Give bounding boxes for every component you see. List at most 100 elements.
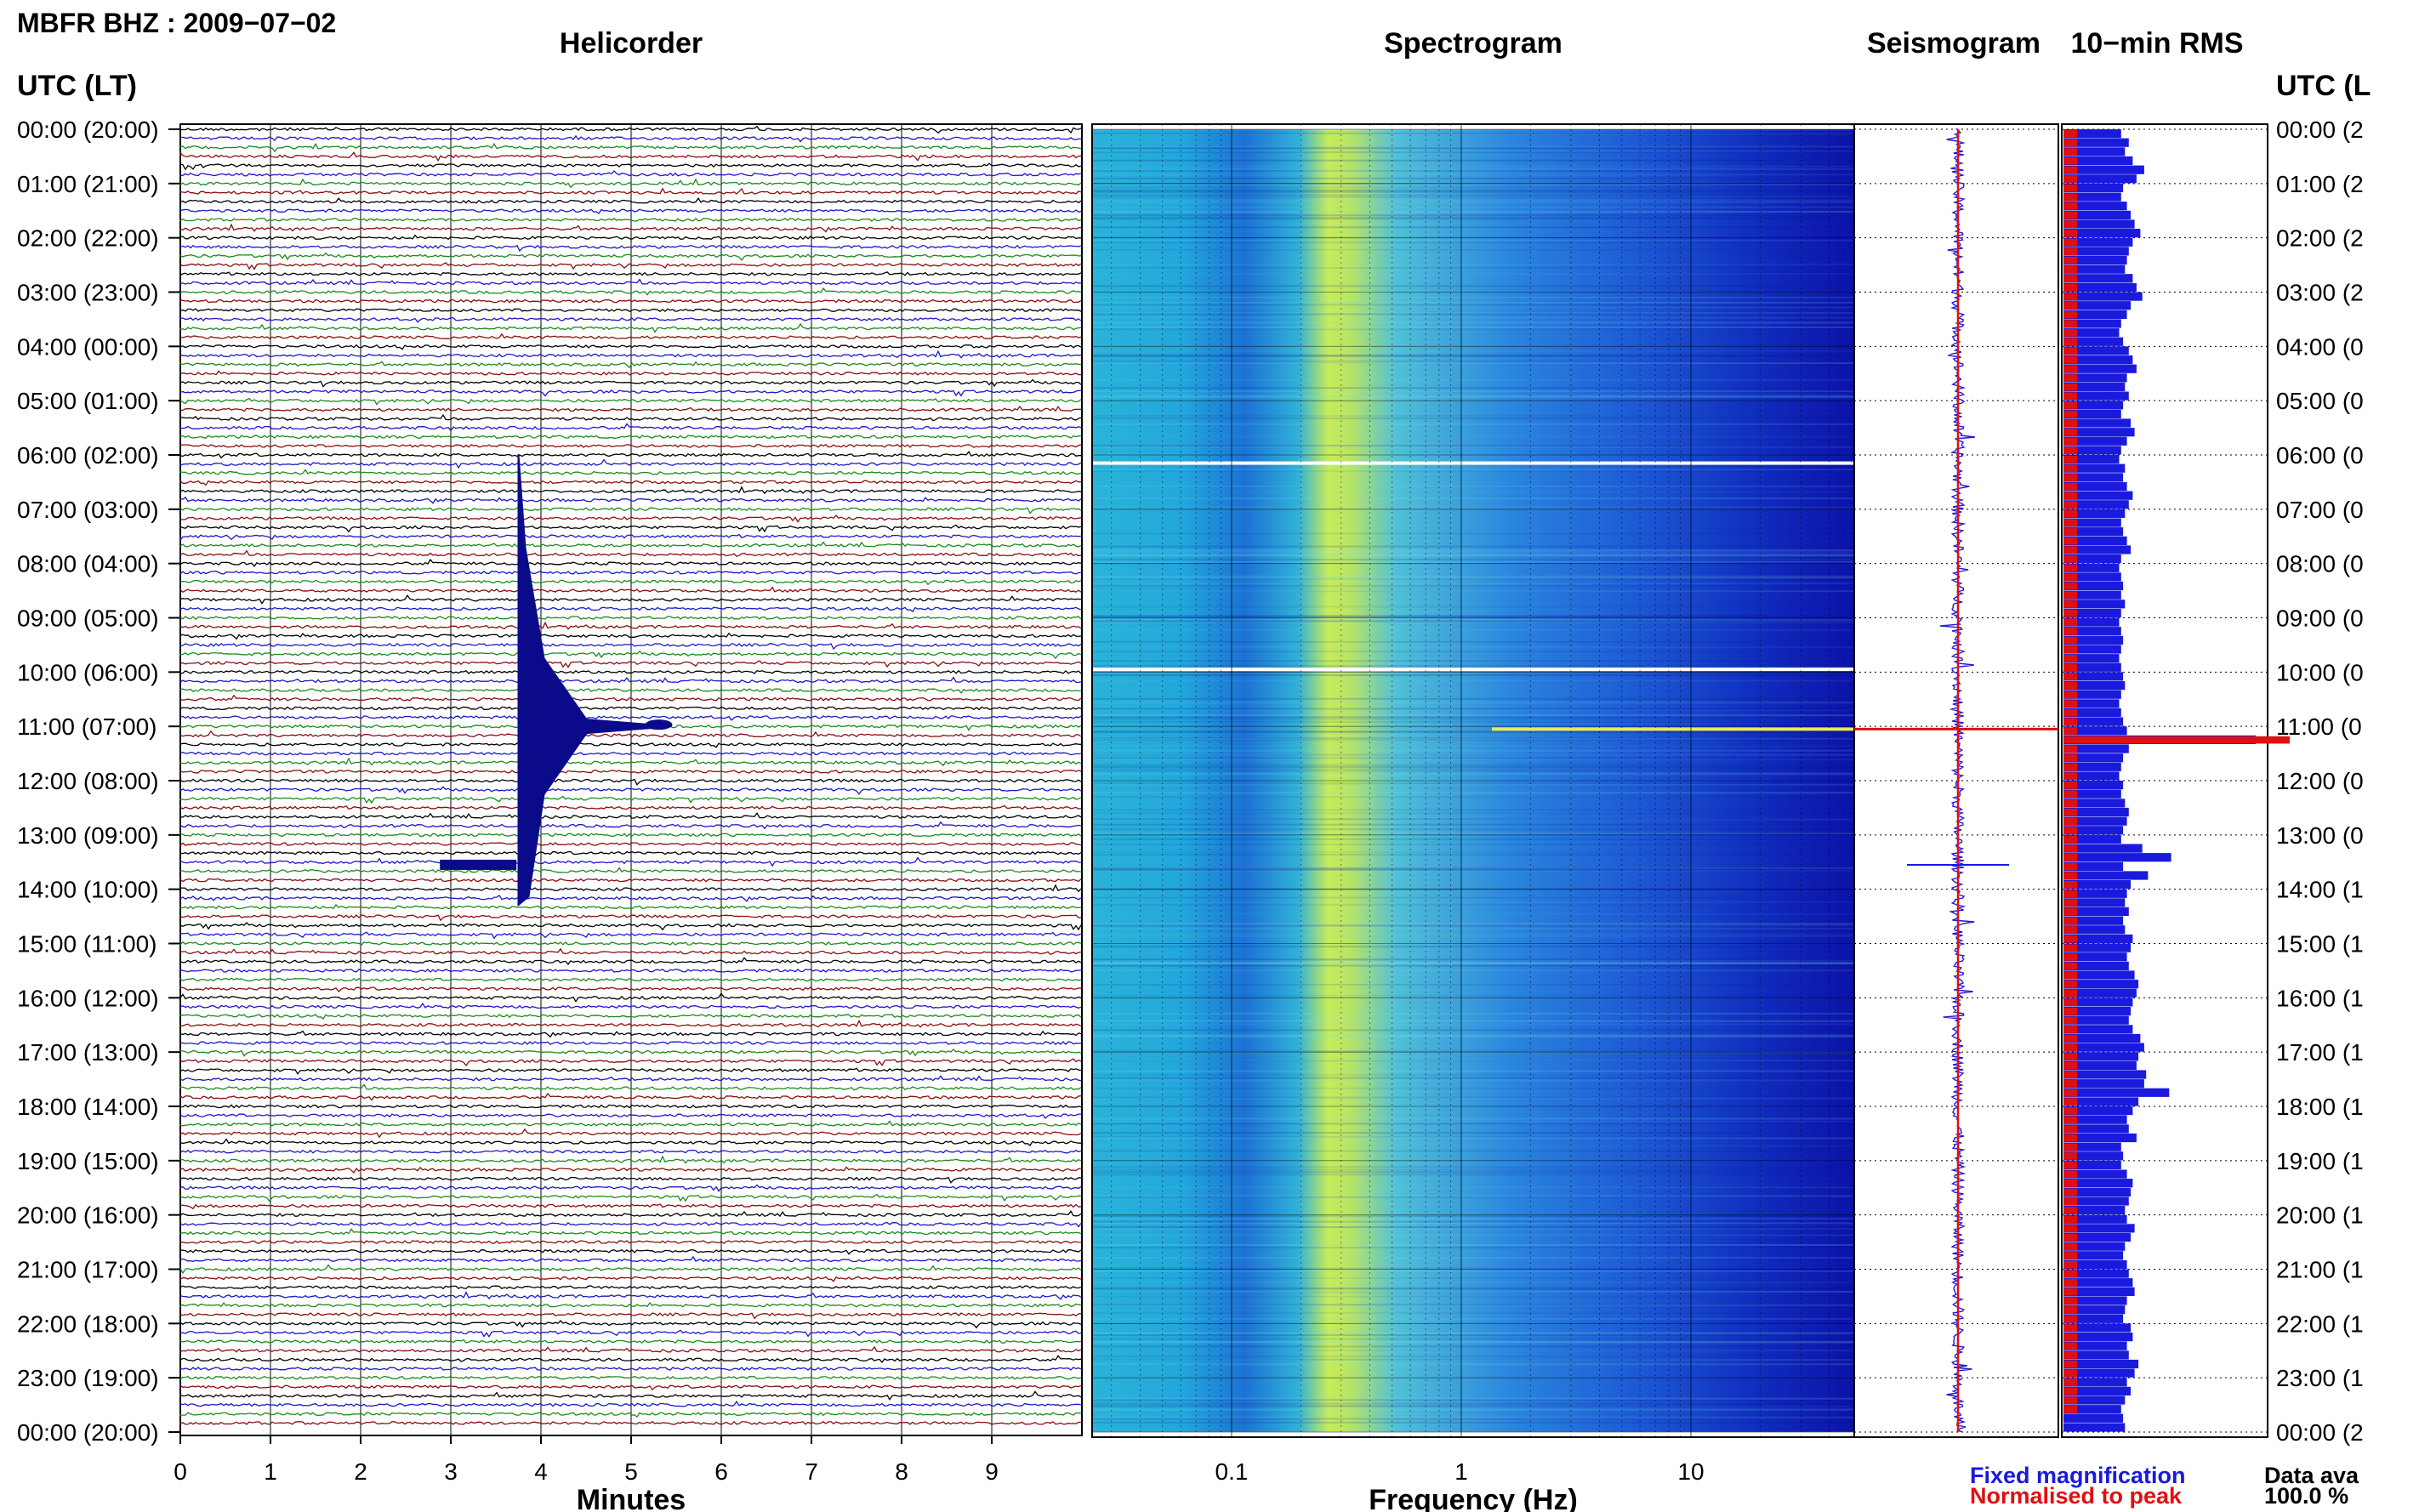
hour-label-left: 12:00 (08:00) <box>17 768 159 794</box>
rms-fixed-bar <box>2063 255 2127 265</box>
rms-normalised-bar <box>2063 655 2077 662</box>
helicorder-trace <box>179 1401 1082 1407</box>
spectrogram-streak <box>1092 1226 1854 1228</box>
spectrogram-streak <box>1092 963 1854 964</box>
spectrogram-streak <box>1092 645 1854 648</box>
rms-normalised-bar <box>2063 772 2077 780</box>
spectrogram-streak <box>1092 201 1854 203</box>
helicorder-trace <box>179 308 1082 313</box>
spectrogram-streak <box>1092 833 1854 835</box>
spectrogram-streak <box>1092 554 1854 557</box>
rms-fixed-bar <box>2063 1052 2139 1061</box>
helicorder-trace <box>179 1276 1082 1282</box>
helicorder-trace <box>179 1384 1082 1391</box>
spectrogram-streak <box>1092 927 1854 929</box>
spectrogram-streak <box>1092 1333 1854 1335</box>
spectrogram-streak <box>1092 1408 1854 1411</box>
spectrogram-streak <box>1092 1334 1854 1336</box>
spectrogram-streak <box>1092 145 1854 148</box>
rms-normalised-bar <box>2063 971 2077 979</box>
rms-normalised-bar <box>2063 609 2077 617</box>
rms-fixed-bar <box>2063 1007 2132 1016</box>
helicorder-trace <box>179 688 1082 694</box>
data-gap-line <box>1092 668 1854 672</box>
rms-fixed-bar <box>2063 337 2124 346</box>
spectrogram-streak <box>1092 1050 1854 1053</box>
rms-normalised-bar <box>2063 1360 2077 1368</box>
spectrogram-streak <box>1092 1402 1854 1405</box>
hour-label-left: 14:00 (10:00) <box>17 877 159 903</box>
rms-fixed-bar <box>2063 1378 2127 1387</box>
helicorder-trace <box>179 914 1082 922</box>
rms-fixed-bar <box>2063 364 2137 373</box>
hour-label-left: 04:00 (00:00) <box>17 333 159 360</box>
rms-fixed-bar <box>2063 156 2133 166</box>
rms-fixed-bar <box>2063 1242 2126 1251</box>
spectrogram-streak <box>1092 577 1854 579</box>
rms-normalised-bar <box>2063 456 2077 463</box>
spectrogram-streak <box>1092 1234 1854 1236</box>
helicorder-xtick-label: 4 <box>534 1458 548 1485</box>
rms-fixed-bar <box>2063 880 2132 890</box>
helicorder-trace <box>179 594 1082 605</box>
rms-fixed-bar <box>2063 708 2121 718</box>
helicorder-trace <box>179 322 1082 333</box>
rms-fixed-bar <box>2063 1359 2139 1369</box>
helicorder-trace <box>179 413 1082 422</box>
helicorder-trace <box>179 1041 1082 1046</box>
spectrogram-streak <box>1092 924 1854 927</box>
spectrogram-streak <box>1092 753 1854 756</box>
spectrogram-streak <box>1092 1166 1854 1168</box>
spectrogram-streak <box>1092 896 1854 899</box>
spectrogram-title: Spectrogram <box>1384 27 1562 60</box>
helicorder-trace <box>179 833 1082 838</box>
rms-normalised-bar <box>2063 374 2077 382</box>
rms-normalised-bar <box>2063 944 2077 952</box>
rms-fixed-bar <box>2063 554 2121 564</box>
rms-normalised-bar <box>2063 808 2077 816</box>
spectrogram-xlabel: Frequency (Hz) <box>1369 1484 1578 1512</box>
rms-fixed-bar <box>2063 1350 2129 1360</box>
spectrogram-streak <box>1092 731 1854 734</box>
helicorder-trace <box>179 884 1082 893</box>
helicorder-trace <box>179 867 1082 873</box>
spectrogram-streak <box>1092 350 1854 352</box>
spectrogram-streak <box>1092 1244 1854 1246</box>
spectrogram-panel <box>1091 123 2053 1438</box>
spectrogram-streak <box>1092 1277 1854 1279</box>
rms-fixed-bar <box>2063 1269 2129 1278</box>
helicorder-trace <box>179 1120 1082 1127</box>
rms-fixed-bar <box>2063 527 2124 537</box>
helicorder-trace <box>179 350 1082 359</box>
hour-label-left: 02:00 (22:00) <box>17 225 159 252</box>
spectrogram-streak <box>1092 1341 1854 1344</box>
spectrogram-streak <box>1092 190 1854 193</box>
spectrogram-streak <box>1092 248 1854 251</box>
rms-normalised-bar <box>2063 419 2077 427</box>
rms-normalised-bar <box>2063 899 2077 907</box>
rms-fixed-bar <box>2063 1232 2132 1242</box>
rms-fixed-bar <box>2063 1097 2139 1106</box>
rms-fixed-bar <box>2063 446 2121 455</box>
rms-normalised-bar <box>2063 591 2077 600</box>
rms-normalised-bar <box>2063 139 2077 147</box>
spectrogram-streak <box>1092 958 1854 960</box>
rms-fixed-bar <box>2063 264 2126 274</box>
rms-fixed-bar <box>2063 455 2120 464</box>
helicorder-trace <box>179 558 1082 567</box>
spectrogram-streak <box>1092 737 1854 740</box>
rms-normalised-bar <box>2063 446 2077 454</box>
spectrogram-streak <box>1092 1358 1854 1361</box>
spectrogram-streak <box>1092 577 1854 580</box>
helicorder-xtick-label: 6 <box>714 1458 728 1485</box>
spectrogram-streak <box>1092 1145 1854 1147</box>
spectrogram-streak <box>1092 772 1854 775</box>
spectrogram-streak <box>1092 296 1854 298</box>
spectrogram-streak <box>1092 177 1854 179</box>
spectrogram-streak <box>1092 1416 1854 1418</box>
helicorder-trace <box>179 1345 1082 1353</box>
spectrogram-streak <box>1092 1079 1854 1082</box>
rms-normalised-bar <box>2063 1242 2077 1251</box>
rms-fixed-bar <box>2063 355 2133 365</box>
spectrogram-streak <box>1092 196 1854 198</box>
